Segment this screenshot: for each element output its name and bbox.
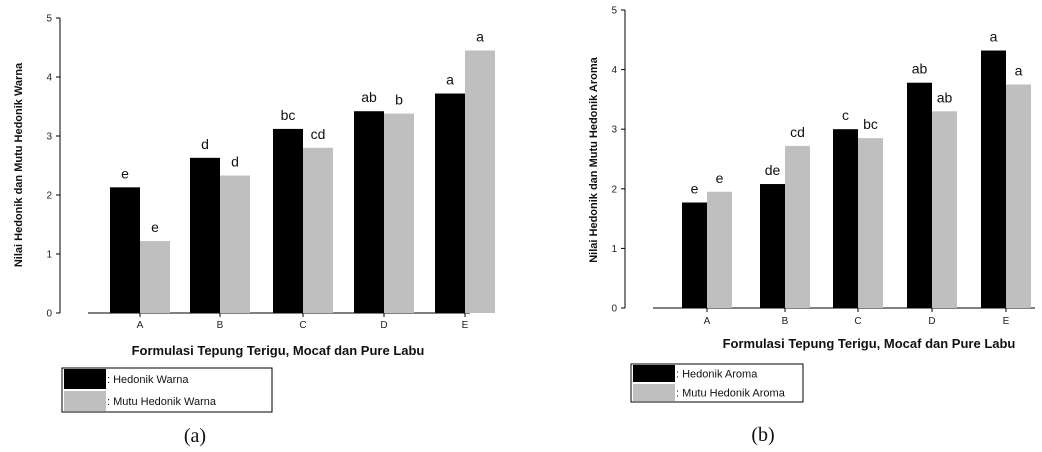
bar-series1 bbox=[760, 184, 785, 308]
significance-label: d bbox=[201, 136, 209, 152]
bar-series1 bbox=[354, 111, 384, 313]
legend-label: : Hedonik Aroma bbox=[676, 369, 758, 381]
legend: : Hedonik Warna : Mutu Hedonik Warna bbox=[61, 367, 273, 413]
x-axis-title: Formulasi Tepung Terigu, Mocaf dan Pure … bbox=[132, 343, 425, 358]
x-tick-label: C bbox=[299, 320, 306, 331]
legend-swatch bbox=[633, 365, 675, 382]
legend-swatch bbox=[64, 391, 106, 411]
chart-panel-b: 0 1 2 3 4 5 A B C D Ee de c ab a e cd bc ab a Nilai Hedonik … bbox=[588, 6, 1035, 446]
significance-label: ab bbox=[361, 89, 377, 105]
y-tick-label: 5 bbox=[611, 6, 617, 17]
y-axis-title: Nilai Hedonik dan Mutu Hedonik Aroma bbox=[588, 56, 600, 262]
bar-series2 bbox=[785, 145, 810, 308]
y-tick-label: 4 bbox=[611, 65, 617, 76]
panel-caption: (a) bbox=[184, 425, 206, 447]
y-tick-label: 1 bbox=[46, 250, 52, 261]
significance-label: e bbox=[716, 170, 724, 186]
y-tick-label: 3 bbox=[611, 125, 617, 136]
bar-series2 bbox=[707, 191, 732, 308]
y-tick-label: 1 bbox=[611, 244, 617, 255]
bar-series2 bbox=[1006, 84, 1031, 308]
significance-label: e bbox=[121, 165, 129, 181]
significance-label: a bbox=[1015, 63, 1023, 79]
significance-label: de bbox=[765, 162, 781, 178]
significance-label: a bbox=[476, 28, 484, 44]
legend-label: : Mutu Hedonik Warna bbox=[107, 396, 217, 408]
bar-series2 bbox=[858, 138, 883, 308]
significance-label: ab bbox=[937, 89, 953, 105]
x-tick-label: A bbox=[704, 316, 711, 327]
y-tick-label: 0 bbox=[611, 304, 617, 315]
x-tick-label: D bbox=[380, 320, 387, 331]
bar-series2 bbox=[384, 113, 414, 313]
significance-label: bc bbox=[281, 107, 296, 123]
x-tick-label: A bbox=[137, 320, 144, 331]
y-tick-label: 0 bbox=[46, 309, 52, 320]
legend-label: : Hedonik Warna bbox=[107, 374, 189, 386]
legend-swatch bbox=[64, 369, 106, 389]
y-tick-label: 2 bbox=[46, 191, 52, 202]
significance-label: a bbox=[446, 72, 454, 88]
y-tick-label: 2 bbox=[611, 184, 617, 195]
legend-swatch bbox=[633, 384, 675, 401]
bar-series1 bbox=[833, 129, 858, 308]
significance-label: bc bbox=[863, 116, 878, 132]
legend: : Hedonik Aroma : Mutu Hedonik Aroma bbox=[630, 363, 804, 403]
x-tick-label: E bbox=[462, 320, 469, 331]
bar-series1 bbox=[907, 82, 932, 308]
bar-series2 bbox=[220, 175, 250, 313]
bar-series2 bbox=[140, 241, 170, 313]
significance-label: a bbox=[990, 29, 998, 45]
bar-series1 bbox=[273, 128, 303, 313]
significance-label: ab bbox=[912, 61, 928, 77]
significance-label: d bbox=[231, 154, 239, 170]
significance-label: cd bbox=[311, 126, 326, 142]
bar-series1 bbox=[435, 93, 465, 314]
x-tick-label: C bbox=[854, 316, 861, 327]
bar-series2 bbox=[932, 111, 957, 308]
bar-series1 bbox=[190, 157, 220, 313]
y-tick-label: 5 bbox=[46, 14, 52, 25]
legend-label: : Mutu Hedonik Aroma bbox=[676, 388, 786, 400]
bar-series1 bbox=[981, 50, 1006, 308]
x-tick-label: B bbox=[217, 320, 224, 331]
significance-label: b bbox=[395, 92, 403, 108]
bar-series2 bbox=[303, 147, 333, 313]
y-tick-label: 4 bbox=[46, 73, 52, 84]
x-tick-label: D bbox=[928, 316, 935, 327]
panel-caption: (b) bbox=[751, 424, 774, 446]
bar-series1 bbox=[682, 202, 707, 308]
bar-series2 bbox=[465, 50, 495, 313]
x-tick-label: B bbox=[782, 316, 789, 327]
significance-label: e bbox=[691, 181, 699, 197]
bar-series1 bbox=[110, 187, 140, 313]
x-tick-label: E bbox=[1003, 316, 1010, 327]
y-axis-title: Nilai Hedonik dan Mutu Hedonik Warna bbox=[13, 62, 25, 267]
chart-panel-a: 0 1 2 3 4 5 A B C D Ee d bc ab a e d cd b a Nilai Hedonik da… bbox=[13, 14, 495, 447]
y-tick-label: 3 bbox=[46, 132, 52, 143]
x-axis-title: Formulasi Tepung Terigu, Mocaf dan Pure … bbox=[723, 336, 1016, 351]
significance-label: e bbox=[151, 219, 159, 235]
significance-label: cd bbox=[790, 124, 805, 140]
significance-label: c bbox=[842, 107, 849, 123]
